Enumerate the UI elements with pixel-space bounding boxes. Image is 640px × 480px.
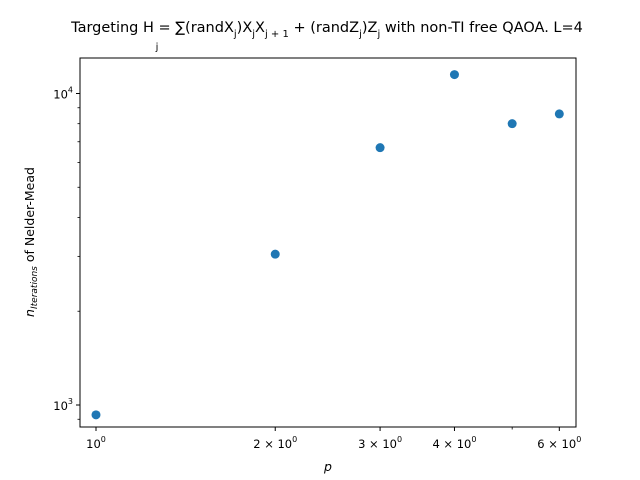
x-tick-label: 4 × 100 [432, 435, 476, 451]
data-point [554, 109, 564, 119]
data-point [449, 70, 459, 80]
x-axis-label: p [323, 459, 332, 474]
y-tick-label: 103 [53, 397, 73, 413]
x-tick-label: 3 × 100 [358, 435, 402, 451]
plot-area: 100 2 × 100 3 × 100 4 × 100 6 × 100 103 104 [53, 70, 581, 451]
data-point [270, 249, 280, 259]
y-tick-label: 104 [53, 85, 73, 101]
y-axis-label: nIterations of Nelder-Mead [22, 167, 40, 317]
title-sum-index: j [155, 42, 159, 53]
data-point [507, 119, 517, 129]
axes-frame [79, 57, 577, 428]
x-tick-label: 100 [86, 435, 106, 451]
data-point [91, 410, 101, 420]
data-point [375, 143, 385, 153]
x-tick-label: 6 × 100 [537, 435, 581, 451]
x-tick-label: 2 × 100 [253, 435, 297, 451]
chart-title: Targeting H = ∑(randXj)XjXj + 1 + (randZ… [70, 20, 583, 40]
